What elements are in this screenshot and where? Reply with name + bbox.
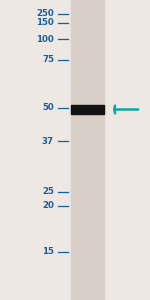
Bar [70,0,104,300]
Text: 15: 15 [42,248,54,256]
Text: 250: 250 [36,9,54,18]
Text: 25: 25 [42,188,54,196]
Text: 37: 37 [42,136,54,146]
Text: 50: 50 [42,103,54,112]
Text: 150: 150 [36,18,54,27]
Text: 20: 20 [42,201,54,210]
Bar [70,105,104,114]
Text: 75: 75 [42,56,54,64]
Text: 100: 100 [36,34,54,43]
